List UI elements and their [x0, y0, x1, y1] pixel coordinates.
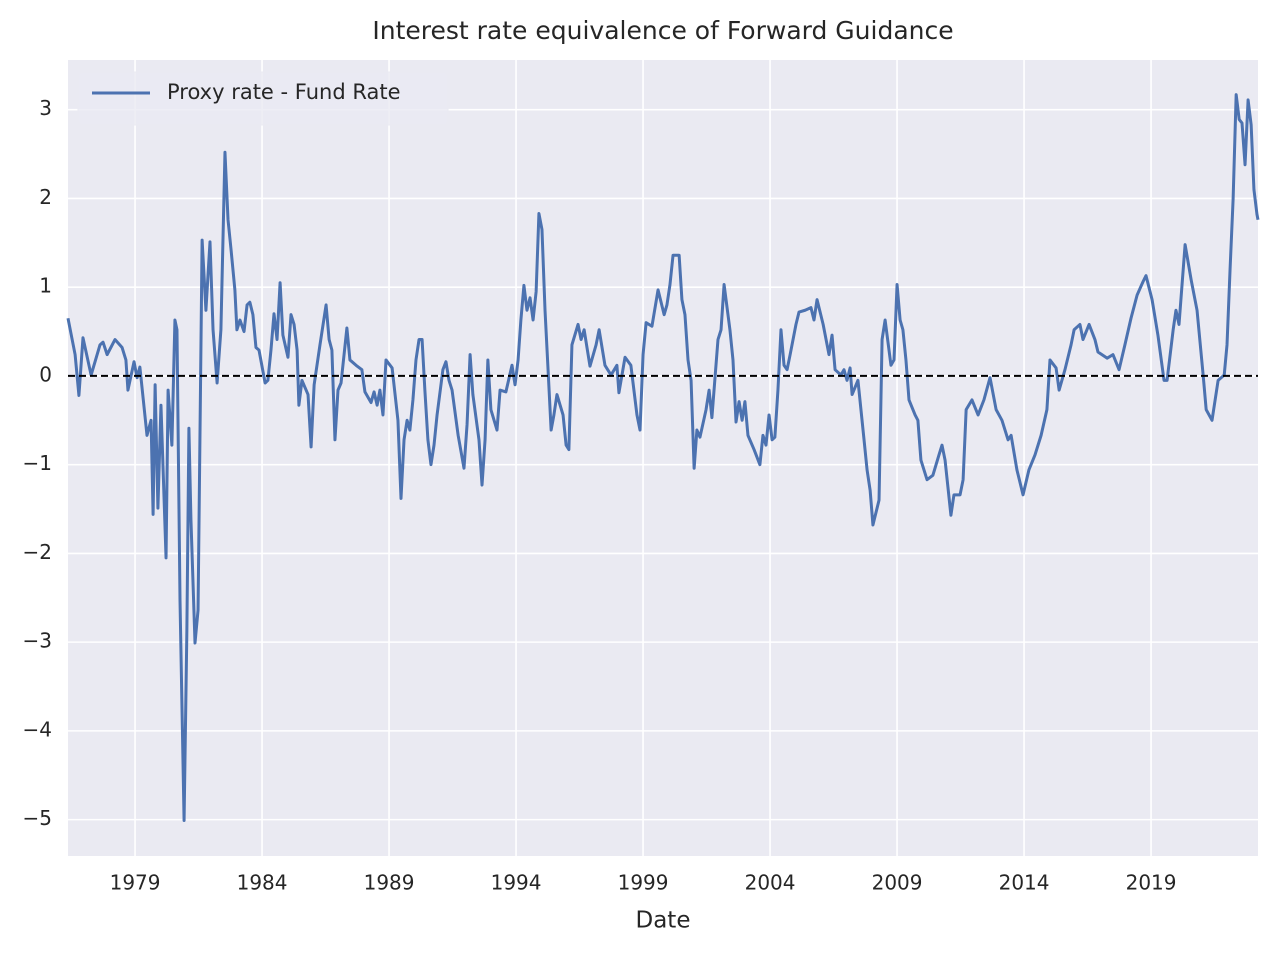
- y-tick-label: −4: [23, 717, 52, 741]
- legend-frame: [77, 71, 449, 126]
- y-tick-label: 1: [39, 274, 52, 298]
- x-tick-label: 2004: [745, 871, 796, 895]
- y-tick-label: −5: [23, 806, 52, 830]
- legend-label: Proxy rate - Fund Rate: [167, 80, 401, 104]
- y-tick-label: 3: [39, 96, 52, 120]
- data-line: [66, 93, 1260, 822]
- plot-background: [68, 60, 1258, 856]
- x-tick-label: 1979: [110, 871, 161, 895]
- x-tick-label: 1984: [237, 871, 288, 895]
- y-tick-label: −3: [23, 629, 52, 653]
- y-tick-label: 2: [39, 185, 52, 209]
- x-tick-label: 2014: [999, 871, 1050, 895]
- x-tick-label: 2019: [1126, 871, 1177, 895]
- x-tick-label: 2009: [872, 871, 923, 895]
- x-tick-label: 1994: [491, 871, 542, 895]
- x-tick-label: 1999: [618, 871, 669, 895]
- y-tick-label: −2: [23, 540, 52, 564]
- y-tick-label: −1: [23, 451, 52, 475]
- marks: [66, 93, 1260, 822]
- x-tick-label: 1989: [364, 871, 415, 895]
- chart-title: Interest rate equivalence of Forward Gui…: [372, 16, 953, 45]
- x-axis-label: Date: [636, 908, 691, 934]
- legend: Proxy rate - Fund Rate: [77, 71, 449, 126]
- y-tick-label: 0: [39, 362, 52, 386]
